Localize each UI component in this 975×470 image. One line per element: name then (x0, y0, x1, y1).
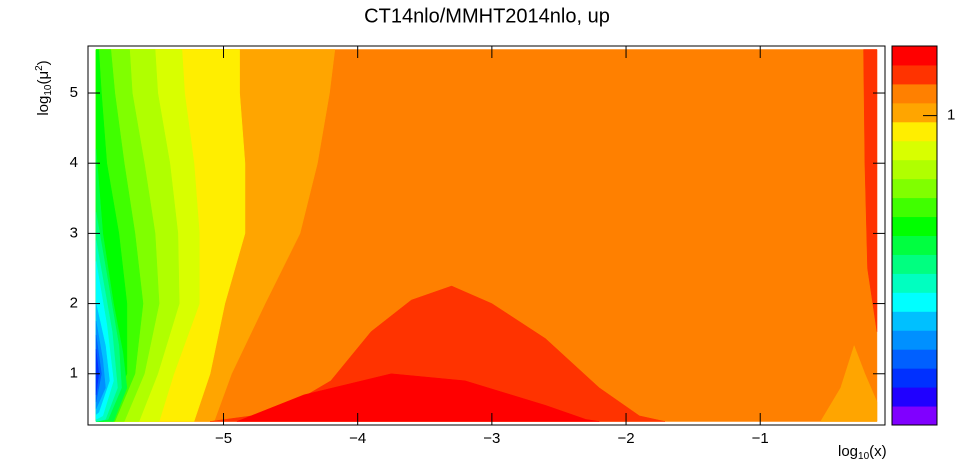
y-tick-label: 2 (70, 295, 78, 312)
y-label-part: ) (35, 60, 52, 65)
contour-region (820, 344, 878, 422)
colorbar-band (892, 46, 937, 66)
x-tick-label: −3 (483, 430, 500, 447)
y-label-part: 2 (34, 65, 45, 71)
x-tick-label: −2 (617, 430, 634, 447)
colorbar-band (892, 178, 937, 199)
y-tick-label: 1 (70, 365, 78, 382)
colorbar-band (892, 102, 937, 123)
y-axis-label: log10(μ2) (34, 60, 54, 115)
x-tick-label: −4 (349, 430, 366, 447)
y-tick-label: 3 (70, 224, 78, 241)
colorbar-band (892, 311, 937, 331)
colorbar-band (892, 159, 937, 180)
plot-area (95, 49, 878, 422)
colorbar-frame (891, 45, 938, 426)
contour-region (210, 285, 666, 422)
y-label-part: log (35, 96, 52, 116)
contour-region (95, 349, 99, 395)
x-tick-label: −5 (215, 430, 232, 447)
colorbar-band (892, 64, 937, 85)
colorbar-band (892, 121, 937, 142)
colorbar-band (892, 349, 937, 369)
x-axis-label: log10(x) (838, 443, 887, 462)
colorbar-band (892, 387, 937, 407)
y-tick-label: 4 (70, 154, 78, 171)
x-label-part: log (838, 443, 858, 460)
y-tick-label: 5 (70, 84, 78, 101)
colorbar-band (892, 368, 937, 388)
colorbar-band (892, 254, 937, 274)
y-label-part: (μ (35, 71, 52, 85)
colorbar-band (892, 292, 937, 312)
x-label-part: (x) (869, 443, 887, 460)
contour-region (236, 373, 600, 422)
colorbar-band (892, 273, 937, 293)
x-label-part: 10 (858, 451, 870, 462)
y-label-part: 10 (43, 84, 54, 96)
colorbar-band (892, 197, 937, 218)
x-tick-label: −1 (752, 430, 769, 447)
frame (87, 45, 886, 426)
colorbar-band (892, 235, 937, 255)
contour-region (863, 49, 878, 332)
colorbar-band (892, 216, 937, 236)
colorbar-band (892, 406, 937, 426)
chart-title: CT14nlo/MMHT2014nlo, up (364, 5, 610, 27)
colorbar-band (892, 83, 937, 104)
colorbar-band (892, 330, 937, 350)
colorbar-band (892, 140, 937, 161)
z-tick-label: 1 (947, 107, 955, 124)
